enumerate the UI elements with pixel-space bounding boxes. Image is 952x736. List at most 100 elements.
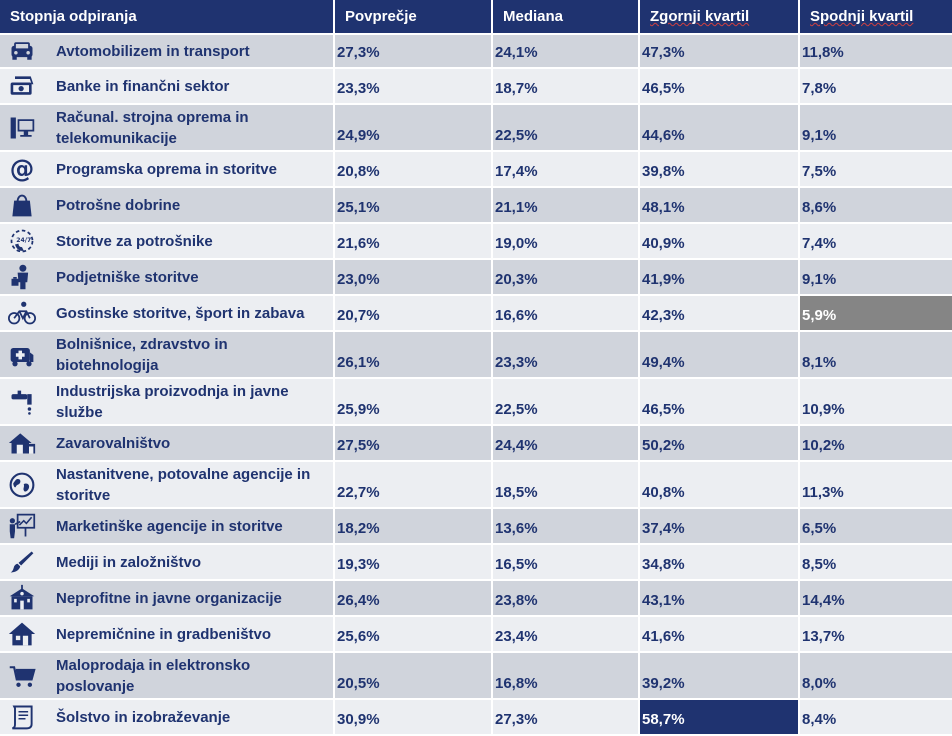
car-icon — [0, 37, 44, 65]
upper-quartile-cell: 58,7% — [640, 700, 800, 736]
upper-quartile-cell: 42,3% — [640, 296, 800, 332]
bicycle-icon — [0, 299, 44, 327]
average-cell: 24,9% — [335, 105, 493, 152]
sector-label: Nepremičnine in gradbeništvo — [56, 625, 272, 643]
average-cell: 30,9% — [335, 700, 493, 736]
header-lower-quartile: Spodnji kvartil — [800, 0, 952, 35]
sector-label: Neprofitne in javne organizacije — [56, 589, 282, 607]
lower-quartile-cell: 8,4% — [800, 700, 952, 736]
svg-text:@: @ — [10, 155, 35, 183]
table-row: Podjetniške storitve 23,0% 20,3% 41,9% 9,1% — [0, 260, 952, 296]
computer-icon — [0, 114, 44, 142]
sector-cell: Nastanitvene, potovalne agencije in stor… — [0, 462, 335, 509]
sector-label: Gostinske storitve, šport in zabava — [56, 304, 305, 322]
header-upper-quartile-text: Zgornji kvartil — [650, 8, 750, 25]
header-sector: Stopnja odpiranja — [0, 0, 335, 35]
median-cell: 23,4% — [493, 617, 640, 653]
sector-label: Banke in finančni sektor — [56, 77, 230, 95]
sector-cell: Podjetniške storitve — [0, 260, 335, 296]
table-row: Zavarovalništvo 27,5% 24,4% 50,2% 10,2% — [0, 426, 952, 462]
table-row: Mediji in založništvo 19,3% 16,5% 34,8% 8,5% — [0, 545, 952, 581]
phone-24-7-icon: 24/7 — [0, 227, 44, 255]
upper-quartile-cell: 34,8% — [640, 545, 800, 581]
median-cell: 23,8% — [493, 581, 640, 617]
brush-icon — [0, 548, 44, 576]
table-row: Računal. strojna oprema in telekomunikac… — [0, 105, 952, 152]
table-row: Avtomobilizem in transport 27,3% 24,1% 47,3… — [0, 35, 952, 69]
sector-label: Računal. strojna oprema in telekomunikac… — [56, 108, 249, 147]
sector-cell: @ Programska oprema in storitve — [0, 152, 335, 188]
table-row: Neprofitne in javne organizacije 26,4% 23,… — [0, 581, 952, 617]
sector-cell: Gostinske storitve, šport in zabava — [0, 296, 335, 332]
upper-quartile-cell: 40,8% — [640, 462, 800, 509]
sector-cell: Nepremičnine in gradbeništvo — [0, 617, 335, 653]
house-garage-icon — [0, 429, 44, 457]
sector-label: Maloprodaja in elektronsko poslovanje — [56, 656, 251, 695]
sector-label: Bolnišnice, zdravstvo in biotehnologija — [56, 335, 228, 374]
average-cell: 22,7% — [335, 462, 493, 509]
sector-label: Podjetniške storitve — [56, 268, 199, 286]
median-cell: 16,5% — [493, 545, 640, 581]
sector-cell: Šolstvo in izobraževanje — [0, 700, 335, 736]
table-row: @ Programska oprema in storitve 20,8% 17,4%… — [0, 152, 952, 188]
upper-quartile-cell: 41,6% — [640, 617, 800, 653]
sector-label: Avtomobilizem in transport — [56, 42, 250, 60]
upper-quartile-cell: 37,4% — [640, 509, 800, 545]
table-row: Banke in finančni sektor 23,3% 18,7% 46,5% 7… — [0, 69, 952, 105]
lower-quartile-cell: 9,1% — [800, 105, 952, 152]
at-sign-icon: @ — [0, 155, 44, 183]
sector-label: Potrošne dobrine — [56, 196, 181, 214]
average-cell: 26,1% — [335, 332, 493, 379]
median-cell: 21,1% — [493, 188, 640, 224]
presentation-icon — [0, 512, 44, 540]
table-body: Avtomobilizem in transport 27,3% 24,1% 47,3… — [0, 35, 952, 736]
upper-quartile-cell: 50,2% — [640, 426, 800, 462]
sector-label: Industrijska proizvodnja in javne službe — [56, 382, 289, 421]
lower-quartile-cell: 10,9% — [800, 379, 952, 426]
sector-label: Programska oprema in storitve — [56, 160, 277, 178]
table-row: Potrošne dobrine 25,1% 21,1% 48,1% 8,6% — [0, 188, 952, 224]
sector-cell: Neprofitne in javne organizacije — [0, 581, 335, 617]
table-row: Nepremičnine in gradbeništvo 25,6% 23,4% 41… — [0, 617, 952, 653]
sector-label: Mediji in založništvo — [56, 553, 202, 571]
average-cell: 25,6% — [335, 617, 493, 653]
sector-cell: Banke in finančni sektor — [0, 69, 335, 105]
header-average: Povprečje — [335, 0, 493, 35]
svg-text:24/7: 24/7 — [16, 237, 31, 244]
sector-cell: Računal. strojna oprema in telekomunikac… — [0, 105, 335, 152]
table-row: Bolnišnice, zdravstvo in biotehnologija 2… — [0, 332, 952, 379]
average-cell: 25,9% — [335, 379, 493, 426]
median-cell: 17,4% — [493, 152, 640, 188]
upper-quartile-cell: 44,6% — [640, 105, 800, 152]
average-cell: 25,1% — [335, 188, 493, 224]
table-row: Maloprodaja in elektronsko poslovanje 20,… — [0, 653, 952, 700]
header-median: Mediana — [493, 0, 640, 35]
median-cell: 22,5% — [493, 105, 640, 152]
sector-cell: 24/7 Storitve za potrošnike — [0, 224, 335, 260]
money-icon — [0, 72, 44, 100]
table-row: Šolstvo in izobraževanje 30,9% 27,3% 58,7% 8… — [0, 700, 952, 736]
average-cell: 20,7% — [335, 296, 493, 332]
header-row: Stopnja odpiranja Povprečje Mediana Zgor… — [0, 0, 952, 35]
sector-label: Storitve za potrošnike — [56, 232, 213, 250]
median-cell: 19,0% — [493, 224, 640, 260]
faucet-icon — [0, 388, 44, 416]
lower-quartile-cell: 5,9% — [800, 296, 952, 332]
average-cell: 27,3% — [335, 35, 493, 69]
sector-label: Šolstvo in izobraževanje — [56, 708, 231, 726]
average-cell: 18,2% — [335, 509, 493, 545]
globe-icon — [0, 471, 44, 499]
lower-quartile-cell: 13,7% — [800, 617, 952, 653]
average-cell: 21,6% — [335, 224, 493, 260]
sector-cell: Bolnišnice, zdravstvo in biotehnologija — [0, 332, 335, 379]
businessman-icon — [0, 263, 44, 291]
average-cell: 23,3% — [335, 69, 493, 105]
median-cell: 24,1% — [493, 35, 640, 69]
sector-cell: Industrijska proizvodnja in javne službe — [0, 379, 335, 426]
lower-quartile-cell: 9,1% — [800, 260, 952, 296]
median-cell: 13,6% — [493, 509, 640, 545]
sector-label: Zavarovalništvo — [56, 434, 171, 452]
table-row: Marketinške agencije in storitve 18,2% 13,… — [0, 509, 952, 545]
sector-cell: Potrošne dobrine — [0, 188, 335, 224]
table-row: Nastanitvene, potovalne agencije in stor… — [0, 462, 952, 509]
